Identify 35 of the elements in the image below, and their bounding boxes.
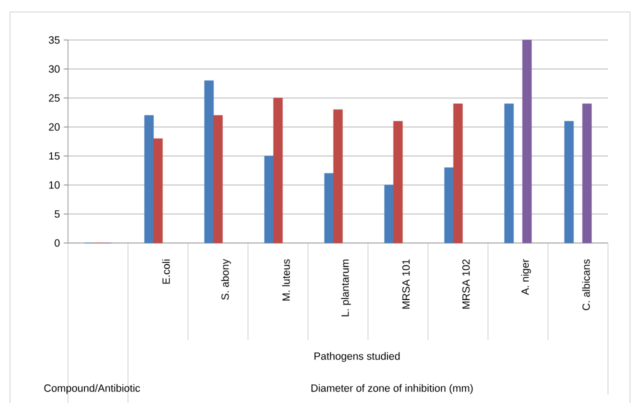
text: Pathogens studied xyxy=(314,352,400,362)
bar xyxy=(333,109,343,244)
bar xyxy=(384,184,394,244)
x-tick-label: A. niger xyxy=(521,259,531,295)
bar xyxy=(273,98,283,244)
x-tick-label: MRSA 101 xyxy=(402,259,410,309)
bar xyxy=(153,138,163,244)
x-tick-label: MRSA 102 xyxy=(462,259,470,309)
bar xyxy=(453,104,463,244)
x-tick-label: M. luteus xyxy=(282,259,290,301)
bar xyxy=(213,115,223,244)
bar xyxy=(564,121,574,244)
bar xyxy=(324,173,334,244)
y-tick-label: 30 xyxy=(48,65,60,73)
x-tick-label: E.coli xyxy=(162,260,170,284)
bar xyxy=(144,115,154,244)
text: Compound/Antibiotic xyxy=(44,384,140,394)
x-tick-label: C. albicans xyxy=(582,259,590,310)
y-tick-label: 20 xyxy=(48,123,60,131)
y-tick-label: 5 xyxy=(54,210,60,218)
bar xyxy=(522,40,532,244)
x-tick-label: S. abony xyxy=(221,258,231,300)
bar xyxy=(444,167,454,244)
bar xyxy=(393,121,403,244)
bar xyxy=(582,104,592,244)
bar xyxy=(204,80,214,244)
y-tick-label: 10 xyxy=(49,181,60,189)
y-tick-label: 35 xyxy=(48,36,60,44)
x-tick-label: L. plantarum xyxy=(341,260,351,316)
y-tick-label: 0 xyxy=(54,239,60,247)
y-tick-label: 25 xyxy=(48,94,60,102)
bar xyxy=(264,156,274,244)
text: Diameter of zone of inhibition (mm) xyxy=(311,384,473,394)
bar xyxy=(504,104,514,244)
y-tick-label: 15 xyxy=(49,152,60,160)
